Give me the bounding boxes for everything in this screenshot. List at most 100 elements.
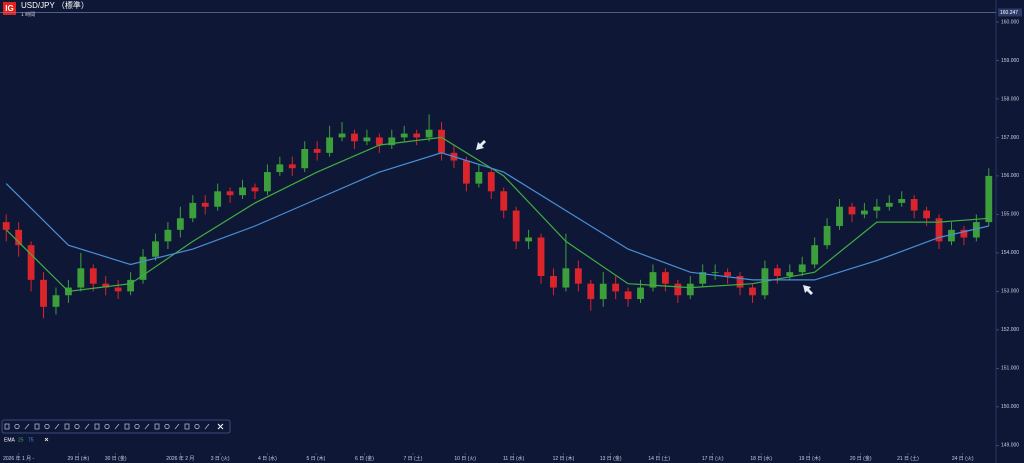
tool-icon — [174, 423, 180, 430]
candle-body — [898, 199, 906, 203]
candle-body — [164, 229, 172, 242]
tool-icon — [64, 423, 70, 430]
candle-body — [562, 268, 570, 288]
candle-body — [637, 287, 644, 300]
candle-body — [15, 229, 23, 246]
candle-body — [89, 268, 97, 284]
candle-body — [363, 137, 371, 142]
callout-arrow — [803, 285, 813, 295]
tool-icon — [154, 423, 160, 430]
candle-body — [848, 206, 856, 215]
candle-body — [612, 283, 620, 292]
y-tick-label: 158.000 — [1001, 96, 1019, 102]
candle-body — [948, 229, 955, 242]
candle-body — [313, 148, 321, 153]
close-icon[interactable] — [217, 423, 224, 430]
x-tick-label: 7 日 (土) — [403, 455, 422, 462]
tool-icon — [54, 423, 60, 430]
y-tick-label: 157.000 — [1001, 135, 1019, 141]
x-tick-label: 17 日 (火) — [702, 456, 724, 462]
y-tick-label: 150.000 — [1001, 404, 1019, 410]
candle-body — [152, 241, 159, 257]
candle-body — [251, 187, 259, 192]
candle-body — [301, 148, 309, 169]
price-label-box — [998, 8, 1022, 17]
candle-body — [550, 276, 557, 288]
candle-body — [214, 191, 222, 207]
y-tick-label: 160.000 — [1001, 19, 1019, 25]
candle-body — [375, 137, 383, 146]
candle-body — [351, 133, 358, 142]
tool-icon — [194, 423, 200, 430]
candle-body — [425, 129, 433, 138]
candle-body — [487, 172, 495, 192]
tool-icon — [44, 423, 50, 430]
y-tick-label: 155.000 — [1001, 212, 1019, 218]
y-tick-label: 156.000 — [1001, 173, 1019, 179]
candle-body — [77, 268, 85, 288]
candle-body — [972, 222, 980, 238]
tool-icon — [104, 423, 110, 430]
tool-icon — [114, 423, 120, 430]
candle-body — [475, 172, 483, 184]
candle-body — [462, 160, 470, 184]
x-tick-label: 29 日 (木) — [68, 455, 90, 462]
candle-body — [27, 245, 35, 280]
candle-body — [873, 206, 881, 211]
candle-body — [338, 133, 346, 138]
x-tick-label: 10 日 (火) — [454, 456, 476, 462]
x-tick-label: 24 日 (火) — [952, 456, 974, 462]
candle-body — [749, 287, 756, 296]
x-tick-label: 12 日 (木) — [553, 455, 575, 462]
candle-body — [674, 283, 682, 296]
tool-icon — [204, 423, 210, 430]
toolbar-box — [1, 419, 231, 434]
candle-body — [525, 237, 533, 242]
candle-body — [139, 256, 147, 280]
candle-body — [114, 287, 122, 292]
candle-body — [798, 264, 806, 273]
candle-body — [699, 272, 707, 284]
tool-icon — [164, 423, 170, 430]
candle-body — [960, 229, 968, 238]
logo: IG — [5, 4, 13, 13]
y-tick-label: 159.000 — [1001, 58, 1019, 64]
candle-body — [226, 191, 234, 196]
candle-body — [52, 295, 60, 307]
remove-indicator[interactable] — [44, 437, 49, 442]
y-tick-label: 149.000 — [1001, 443, 1019, 449]
tool-icon — [144, 423, 150, 430]
candle-body — [686, 283, 694, 296]
tool-icon — [124, 423, 130, 430]
tool-icon — [14, 423, 20, 430]
candle-body — [935, 218, 943, 242]
x-tick-label: 2026 年 2 月 — [166, 455, 194, 462]
candle-body — [649, 272, 657, 288]
candle-body — [599, 283, 607, 300]
toolbar[interactable] — [1, 419, 231, 434]
x-tick-label: 20 日 (金) — [850, 455, 872, 462]
tool-icon — [134, 423, 140, 430]
candle-body — [587, 283, 595, 300]
candle-body — [176, 218, 184, 230]
candle-body — [263, 172, 271, 192]
candle-body — [923, 210, 931, 219]
x-tick-label: 30 日 (金) — [105, 455, 127, 462]
candle-body — [201, 202, 209, 207]
x-tick-label: 6 日 (金) — [355, 455, 374, 462]
candle-body — [189, 202, 197, 219]
x-tick-label: 5 日 (木) — [306, 455, 325, 462]
tool-icon — [94, 423, 100, 430]
candle-body — [786, 272, 794, 277]
candle-body — [102, 283, 110, 288]
tool-icon — [34, 423, 40, 430]
tool-icon — [4, 423, 10, 430]
candle-body — [836, 206, 843, 226]
x-tick-label: 4 日 (水) — [258, 455, 277, 462]
x-tick-label: 2026 年 1 月 - — [3, 455, 34, 462]
candle-body — [500, 191, 508, 211]
interval: 1 時間 — [21, 12, 35, 18]
